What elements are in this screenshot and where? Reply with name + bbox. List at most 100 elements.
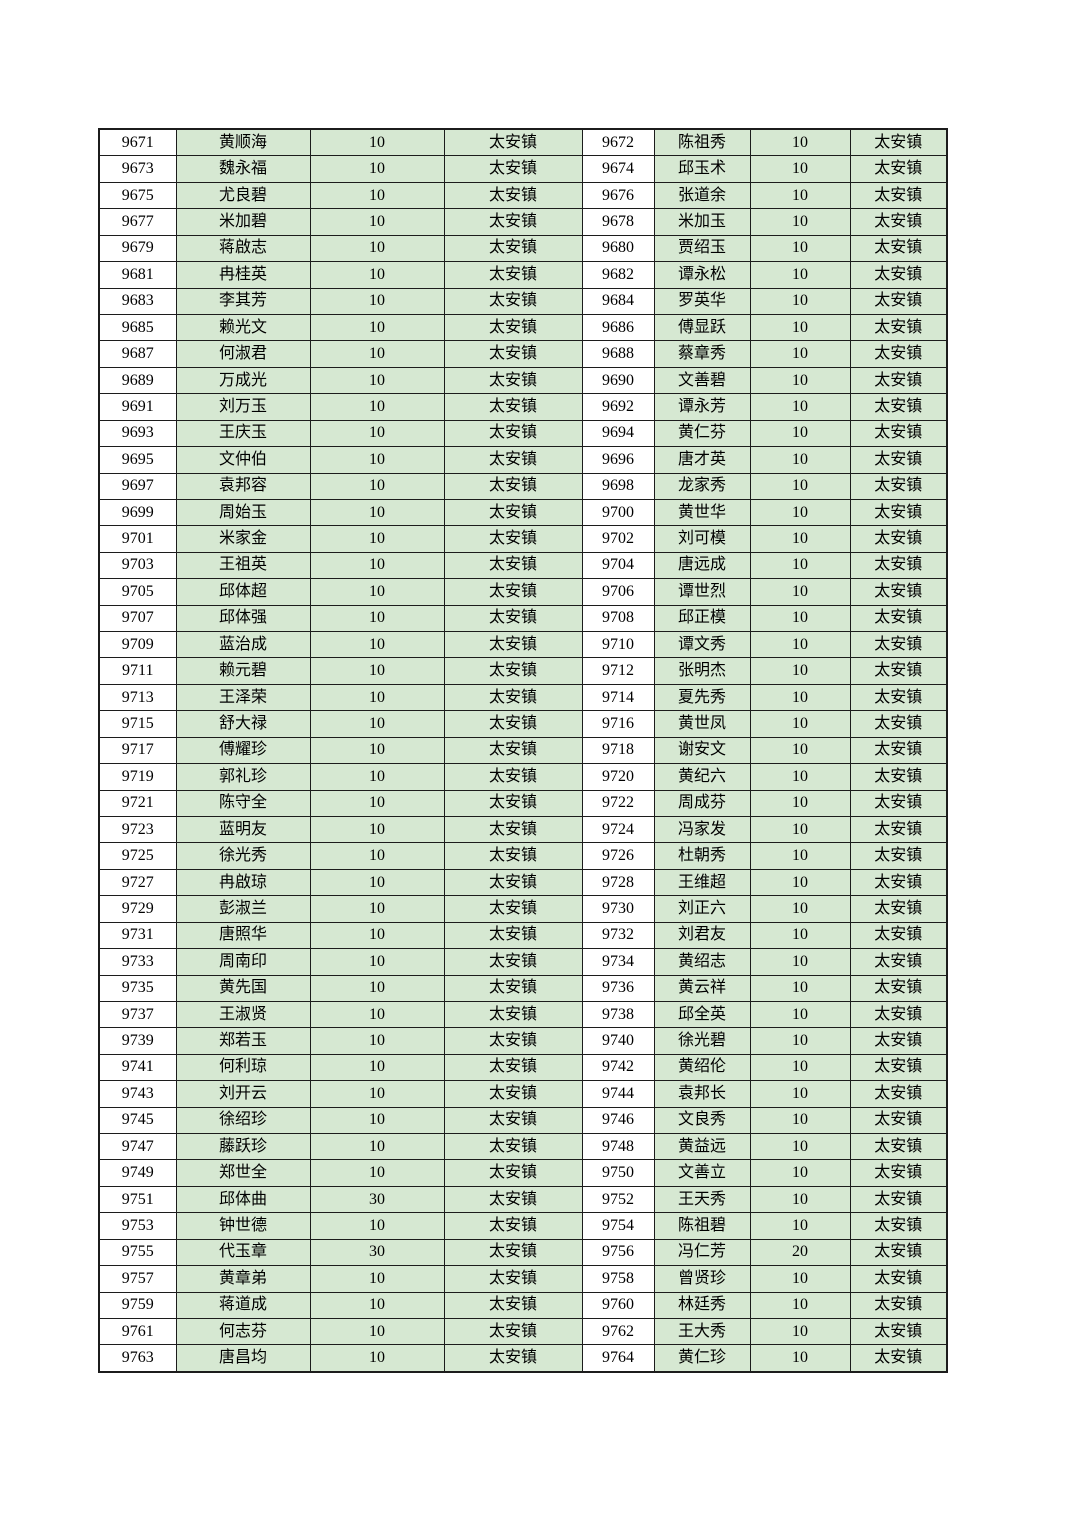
person-id-cell: 9740	[581, 1027, 655, 1055]
table-row: 9763 唐昌均 10 太安镇 9764 黄仁珍 10 太安镇	[98, 1344, 948, 1373]
person-id-cell: 9674	[581, 155, 655, 183]
person-name-cell: 蓝明友	[175, 815, 311, 844]
table-row: 9725 徐光秀 10 太安镇 9726 杜朝秀 10 太安镇	[98, 842, 948, 870]
person-id-cell: 9726	[581, 842, 655, 870]
person-id-cell: 9739	[98, 1027, 177, 1055]
person-id-cell: 9695	[98, 446, 177, 474]
person-id-cell: 9705	[98, 578, 177, 606]
person-name-cell: 张明杰	[653, 657, 751, 685]
person-name-cell: 文仲伯	[175, 446, 311, 474]
table-row: 9717 傅耀珍 10 太安镇 9718 谢安文 10 太安镇	[98, 736, 948, 765]
town-cell: 太安镇	[443, 974, 583, 1002]
town-cell: 太安镇	[443, 895, 583, 923]
person-name-cell: 米加碧	[175, 208, 311, 236]
person-name-cell: 谭永芳	[653, 393, 751, 421]
person-id-cell: 9737	[98, 1000, 177, 1029]
person-name-cell: 黄顺海	[175, 128, 311, 157]
person-name-cell: 王淑贤	[175, 1000, 311, 1029]
person-id-cell: 9756	[581, 1238, 655, 1267]
points-cell: 10	[309, 974, 445, 1002]
person-name-cell: 王祖英	[175, 551, 311, 580]
person-name-cell: 谭世烈	[653, 578, 751, 606]
table-row: 9753 钟世德 10 太安镇 9754 陈祖碧 10 太安镇	[98, 1212, 948, 1240]
town-cell: 太安镇	[443, 208, 583, 236]
person-name-cell: 傅显跃	[653, 313, 751, 342]
person-name-cell: 谢安文	[653, 736, 751, 765]
town-cell: 太安镇	[849, 1027, 948, 1055]
table-row: 9699 周始玉 10 太安镇 9700 黄世华 10 太安镇	[98, 498, 948, 527]
town-cell: 太安镇	[443, 1027, 583, 1055]
points-cell: 10	[309, 710, 445, 738]
town-cell: 太安镇	[849, 736, 948, 765]
town-cell: 太安镇	[849, 419, 948, 448]
town-cell: 太安镇	[849, 234, 948, 263]
town-cell: 太安镇	[849, 1344, 948, 1373]
points-cell: 10	[749, 895, 851, 923]
person-id-cell: 9702	[581, 525, 655, 553]
table-row: 9743 刘开云 10 太安镇 9744 袁邦长 10 太安镇	[98, 1080, 948, 1108]
points-cell: 10	[309, 155, 445, 183]
person-name-cell: 唐昌均	[175, 1344, 311, 1373]
town-cell: 太安镇	[849, 287, 948, 315]
points-cell: 10	[309, 921, 445, 950]
town-cell: 太安镇	[443, 1291, 583, 1320]
person-id-cell: 9711	[98, 657, 177, 685]
person-id-cell: 9720	[581, 763, 655, 791]
town-cell: 太安镇	[849, 1291, 948, 1320]
person-id-cell: 9678	[581, 208, 655, 236]
points-cell: 10	[309, 657, 445, 685]
person-id-cell: 9673	[98, 155, 177, 183]
points-cell: 10	[309, 287, 445, 315]
person-name-cell: 陈祖秀	[653, 128, 751, 157]
points-cell: 10	[749, 1291, 851, 1320]
points-cell: 10	[749, 366, 851, 395]
town-cell: 太安镇	[443, 1106, 583, 1135]
town-cell: 太安镇	[849, 763, 948, 791]
person-name-cell: 米加玉	[653, 208, 751, 236]
person-id-cell: 9680	[581, 234, 655, 263]
points-cell: 10	[309, 842, 445, 870]
person-id-cell: 9679	[98, 234, 177, 263]
town-cell: 太安镇	[849, 446, 948, 474]
table-row: 9707 邱体强 10 太安镇 9708 邱正模 10 太安镇	[98, 604, 948, 633]
town-cell: 太安镇	[443, 842, 583, 870]
town-cell: 太安镇	[443, 313, 583, 342]
person-id-cell: 9727	[98, 868, 177, 897]
points-cell: 10	[309, 446, 445, 474]
town-cell: 太安镇	[849, 208, 948, 236]
person-name-cell: 贾绍玉	[653, 234, 751, 263]
table-row: 9679 蒋啟志 10 太安镇 9680 贾绍玉 10 太安镇	[98, 234, 948, 263]
person-name-cell: 黄仁芬	[653, 419, 751, 448]
points-cell: 10	[749, 974, 851, 1002]
person-id-cell: 9682	[581, 261, 655, 289]
person-id-cell: 9703	[98, 551, 177, 580]
person-name-cell: 黄先国	[175, 974, 311, 1002]
person-id-cell: 9735	[98, 974, 177, 1002]
person-id-cell: 9757	[98, 1265, 177, 1293]
person-name-cell: 龙家秀	[653, 472, 751, 500]
town-cell: 太安镇	[849, 578, 948, 606]
points-cell: 10	[749, 234, 851, 263]
person-name-cell: 徐光秀	[175, 842, 311, 870]
town-cell: 太安镇	[443, 261, 583, 289]
person-id-cell: 9761	[98, 1317, 177, 1346]
town-cell: 太安镇	[443, 921, 583, 950]
person-name-cell: 王大秀	[653, 1317, 751, 1346]
points-cell: 10	[309, 1265, 445, 1293]
town-cell: 太安镇	[443, 1133, 583, 1161]
points-cell: 10	[309, 1027, 445, 1055]
person-name-cell: 刘开云	[175, 1080, 311, 1108]
points-cell: 10	[749, 1212, 851, 1240]
person-name-cell: 黄云祥	[653, 974, 751, 1002]
town-cell: 太安镇	[849, 261, 948, 289]
person-name-cell: 周南印	[175, 948, 311, 976]
points-cell: 10	[749, 446, 851, 474]
table-row: 9681 冉桂英 10 太安镇 9682 谭永松 10 太安镇	[98, 261, 948, 289]
town-cell: 太安镇	[849, 895, 948, 923]
person-id-cell: 9734	[581, 948, 655, 976]
points-cell: 10	[749, 313, 851, 342]
person-id-cell: 9743	[98, 1080, 177, 1108]
person-name-cell: 张道余	[653, 181, 751, 210]
table-row: 9715 舒大禄 10 太安镇 9716 黄世凤 10 太安镇	[98, 710, 948, 738]
points-cell: 10	[309, 234, 445, 263]
